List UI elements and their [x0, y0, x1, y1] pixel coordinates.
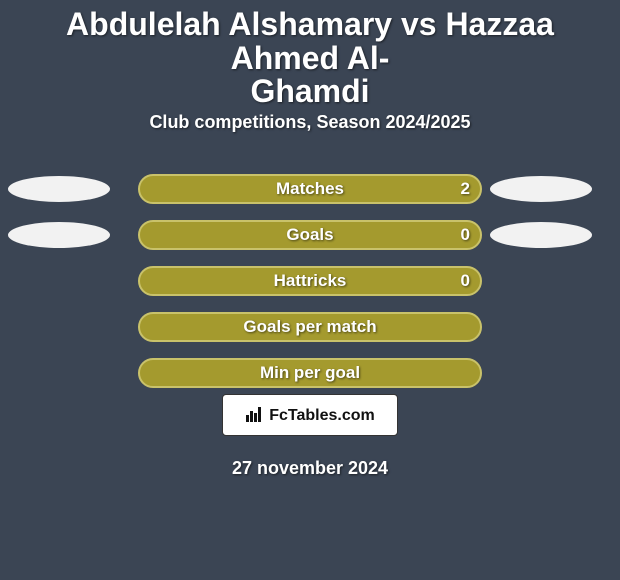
right-oval — [490, 222, 592, 248]
stat-row: Matches2 — [0, 166, 620, 212]
stat-value: 0 — [461, 225, 470, 245]
comparison-infographic: Abdulelah Alshamary vs Hazzaa Ahmed Al- … — [0, 0, 620, 580]
stat-bar — [138, 358, 482, 388]
stat-row: Hattricks0 — [0, 258, 620, 304]
bars-icon — [245, 405, 263, 423]
stat-bar — [138, 312, 482, 342]
stat-value: 2 — [461, 179, 470, 199]
left-oval — [8, 176, 110, 202]
stat-bar — [138, 220, 482, 250]
stat-value: 0 — [461, 271, 470, 291]
logo-text: FcTables.com — [269, 407, 375, 424]
right-oval — [490, 176, 592, 202]
footer-date: 27 november 2024 — [0, 458, 620, 479]
subtitle: Club competitions, Season 2024/2025 — [0, 112, 620, 133]
stat-row: Goals per match — [0, 304, 620, 350]
page-title: Abdulelah Alshamary vs Hazzaa Ahmed Al- … — [0, 8, 620, 109]
stat-bar — [138, 266, 482, 296]
stat-row: Goals0 — [0, 212, 620, 258]
stat-bar — [138, 174, 482, 204]
logo-box: FcTables.com — [0, 394, 620, 436]
stat-row: Min per goal — [0, 350, 620, 396]
left-oval — [8, 222, 110, 248]
stat-rows: Matches2Goals0Hattricks0Goals per matchM… — [0, 166, 620, 396]
